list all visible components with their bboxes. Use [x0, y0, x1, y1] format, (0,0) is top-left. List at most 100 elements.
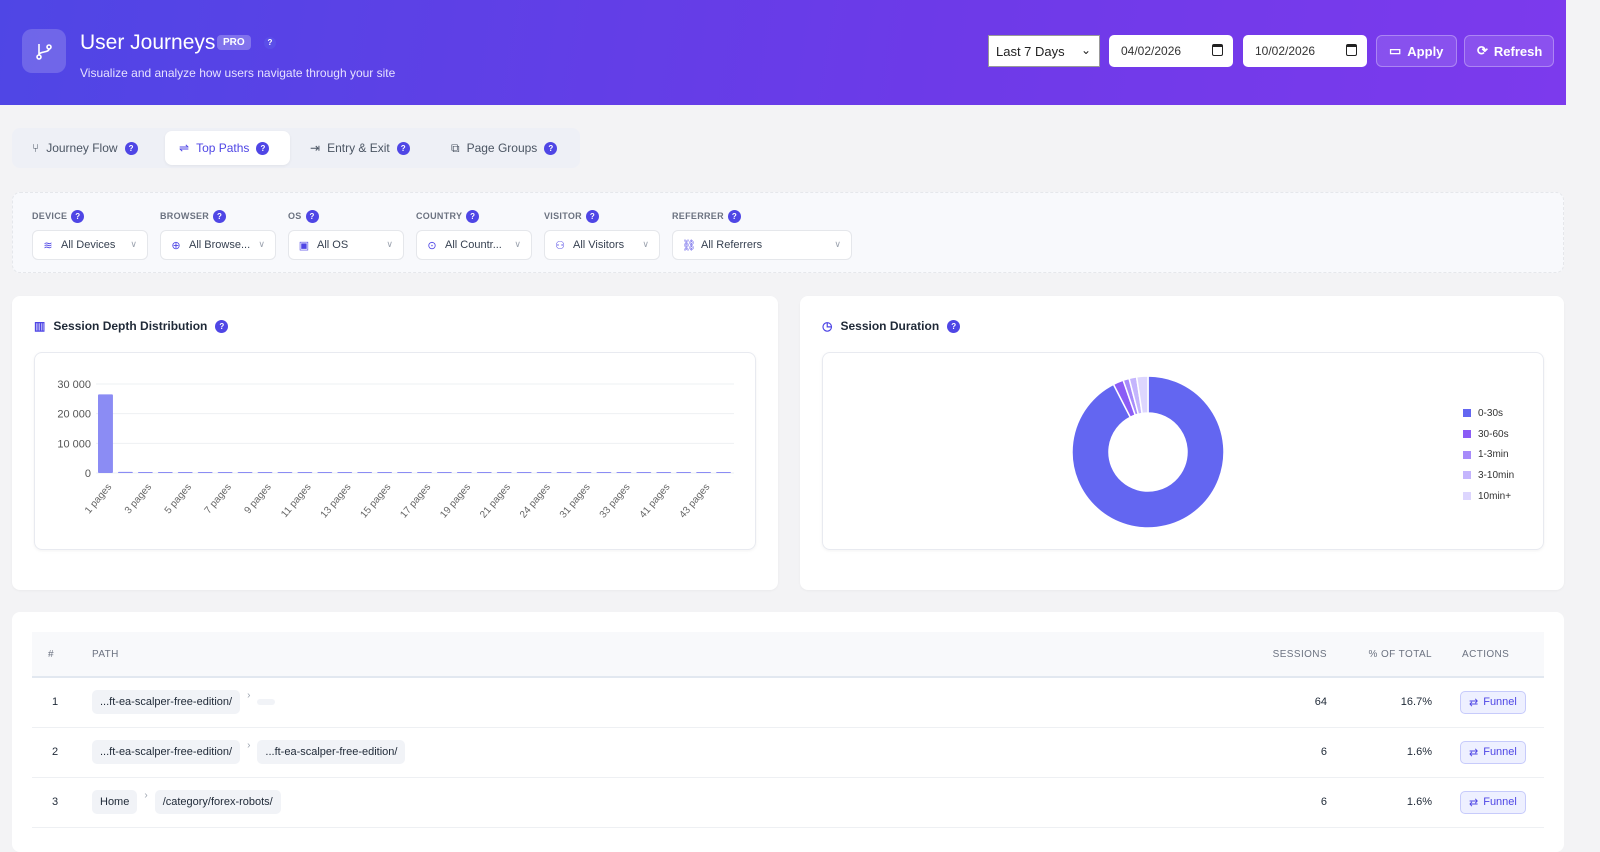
help-icon[interactable]: ?: [585, 209, 599, 223]
legend-item[interactable]: 10min+: [1463, 486, 1514, 507]
bar-16-pages: [397, 472, 412, 473]
tab-entry-exit[interactable]: ⇥ Entry & Exit?: [296, 131, 424, 165]
legend-swatch: [1463, 492, 1471, 501]
help-icon[interactable]: ?: [305, 209, 319, 223]
help-icon[interactable]: ?: [213, 209, 227, 223]
date-range-select[interactable]: Last 7 Days ⌄: [988, 35, 1100, 67]
copy-icon: ⧉: [451, 140, 460, 155]
funnel-button[interactable]: ⇄ Funnel: [1460, 740, 1526, 764]
date-to-input[interactable]: 10/02/2026: [1243, 35, 1367, 67]
y-tick-label: 0: [85, 468, 91, 480]
arrows-icon: ⇄: [1469, 746, 1479, 759]
tab-label: Journey Flow: [46, 141, 118, 155]
help-icon[interactable]: ?: [215, 319, 229, 333]
date-from-input[interactable]: 04/02/2026: [1109, 35, 1233, 67]
filter-browser: BROWSER? ⊕ All Browse... ∨: [160, 209, 276, 260]
visitor-select[interactable]: ⚇ All Visitors ∨: [544, 230, 660, 260]
arrows-icon: ⇄: [1469, 796, 1479, 809]
country-select[interactable]: ⊙ All Countr... ∨: [416, 230, 532, 260]
filter-value: All Devices: [61, 239, 116, 251]
x-tick-label: 19 pages: [438, 482, 473, 521]
help-icon[interactable]: ?: [544, 141, 558, 155]
legend-swatch: [1463, 409, 1471, 418]
legend-item[interactable]: 1-3min: [1463, 444, 1514, 465]
filter-label: BROWSER: [160, 211, 210, 221]
apply-label: Apply: [1407, 43, 1444, 59]
legend-item[interactable]: 3-10min: [1463, 465, 1514, 486]
legend-item[interactable]: 0-30s: [1463, 403, 1514, 424]
refresh-button[interactable]: ⟳ Refresh: [1464, 35, 1554, 67]
bar-12-pages: [317, 472, 333, 473]
table-row: 1 ...ft-ea-scalper-free-edition/ › 64 16.…: [32, 677, 1544, 728]
bar-5-pages: [177, 472, 193, 473]
arrows-icon: ⇄: [1469, 696, 1479, 709]
help-icon[interactable]: ?: [71, 209, 85, 223]
layers-icon: ≋: [43, 239, 53, 252]
chevron-down-icon: ∨: [130, 239, 137, 249]
help-icon[interactable]: ?: [396, 141, 410, 155]
calendar-icon: ▭: [1389, 43, 1402, 58]
link-icon: ⛓: [682, 239, 696, 252]
bar-chart-icon: ▥: [34, 319, 46, 333]
path-step: Home: [92, 790, 138, 814]
bar-17-pages: [417, 472, 432, 473]
y-tick-label: 30 000: [57, 379, 91, 391]
chevron-down-icon: ∨: [642, 239, 649, 249]
branch-icon: ⑂: [32, 141, 40, 155]
help-icon[interactable]: ?: [727, 209, 741, 223]
tab-page-groups[interactable]: ⧉ Page Groups?: [437, 131, 571, 165]
bar-24-pages: [536, 472, 552, 473]
referrer-select[interactable]: ⛓ All Referrers ∨: [672, 230, 852, 260]
filter-label: COUNTRY: [416, 211, 463, 221]
tab-top-paths[interactable]: ⇌ Top Paths?: [165, 131, 290, 165]
x-tick-label: 11 pages: [279, 482, 313, 520]
page-header: User Journeys PRO ? Visualize and analyz…: [0, 0, 1566, 105]
x-tick-label: 3 pages: [123, 482, 154, 516]
pct-total: 1.6%: [1327, 727, 1432, 778]
tab-journey-flow[interactable]: ⑂ Journey Flow?: [18, 131, 152, 165]
path-step: ...ft-ea-scalper-free-edition/: [92, 740, 241, 764]
session-depth-card: ▥ Session Depth Distribution? 0 10 000 20 0…: [12, 296, 778, 590]
x-tick-label: 21 pages: [478, 482, 513, 521]
filter-device: DEVICE? ≋ All Devices ∨: [32, 209, 148, 260]
bar-11-pages: [297, 472, 313, 473]
tab-label: Page Groups: [466, 141, 538, 155]
device-select[interactable]: ≋ All Devices ∨: [32, 230, 148, 260]
filter-referrer: REFERRER? ⛓ All Referrers ∨: [672, 209, 852, 260]
os-select[interactable]: ▣ All OS ∨: [288, 230, 404, 260]
refresh-icon: ⟳: [1477, 43, 1488, 58]
apply-button[interactable]: ▭ Apply: [1376, 35, 1457, 67]
help-icon[interactable]: ?: [124, 141, 138, 155]
x-tick-label: 1 pages: [83, 482, 114, 516]
chevron-right-icon: ›: [144, 790, 148, 801]
bar-32-pages: [596, 472, 612, 473]
help-icon[interactable]: ?: [466, 209, 480, 223]
bar-46-pages: [716, 472, 731, 473]
rank: 1: [32, 677, 92, 728]
legend-item[interactable]: 30-60s: [1463, 424, 1514, 445]
chevron-right-icon: ›: [247, 690, 251, 702]
bar-1-pages: [98, 394, 113, 473]
top-paths-card: # PATH SESSIONS % OF TOTAL ACTIONS 1 ...…: [12, 612, 1564, 852]
bar-14-pages: [357, 472, 373, 473]
chart-container: 0 10 000 20 000 30 000 1 pages 3 pages 5 pages…: [34, 352, 756, 550]
filter-os: OS? ▣ All OS ∨: [288, 209, 404, 260]
slice-0-30s: [1071, 375, 1225, 529]
bar-7-pages: [217, 472, 233, 473]
bar-3-pages: [137, 472, 153, 473]
funnel-button[interactable]: ⇄ Funnel: [1460, 790, 1526, 814]
help-icon[interactable]: ?: [264, 37, 276, 49]
bar-8-pages: [237, 472, 253, 473]
help-icon[interactable]: ?: [256, 141, 270, 155]
calendar-icon[interactable]: [1212, 44, 1223, 56]
browser-select[interactable]: ⊕ All Browse... ∨: [160, 230, 276, 260]
filter-value: All Countr...: [445, 239, 502, 251]
users-icon: ⚇: [555, 239, 565, 252]
help-icon[interactable]: ?: [947, 319, 961, 333]
calendar-icon[interactable]: [1346, 44, 1357, 56]
x-tick-label: 33 pages: [598, 482, 633, 521]
tab-label: Top Paths: [196, 141, 250, 155]
funnel-button[interactable]: ⇄ Funnel: [1460, 690, 1526, 714]
bar-42-pages: [676, 472, 692, 473]
map-pin-icon: ⊙: [427, 239, 437, 252]
